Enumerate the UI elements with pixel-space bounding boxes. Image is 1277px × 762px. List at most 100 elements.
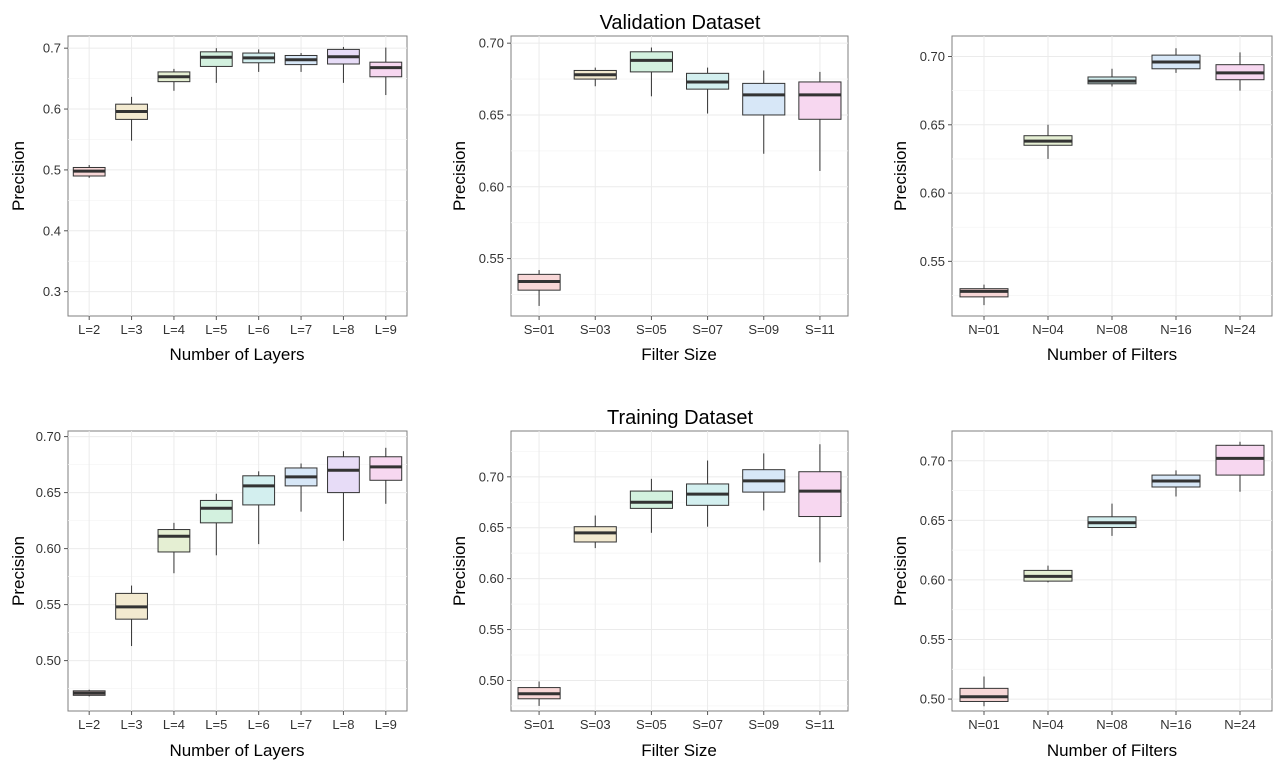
- y-tick-label: 0.65: [920, 513, 945, 528]
- x-tick-label: S=03: [580, 322, 611, 337]
- box-N=04: [1023, 124, 1073, 159]
- y-tick-label: 0.65: [479, 520, 504, 535]
- x-axis-label: Number of Filters: [1047, 741, 1177, 760]
- x-tick-label: N=24: [1224, 322, 1255, 337]
- x-tick-label: N=01: [968, 717, 999, 732]
- x-tick-label: L=7: [290, 717, 312, 732]
- box-S=11: [798, 444, 842, 563]
- box-N=08: [1087, 503, 1137, 536]
- box-iqr: [199, 499, 233, 524]
- x-tick-label: S=05: [636, 322, 667, 337]
- box-L=7: [284, 53, 318, 72]
- box-iqr: [742, 82, 786, 116]
- y-tick-label: 0.65: [920, 117, 945, 132]
- y-tick-label: 0.60: [920, 572, 945, 587]
- box-N=16: [1151, 470, 1201, 497]
- box-iqr: [798, 471, 842, 518]
- panel-frame: [67, 35, 408, 317]
- y-tick-label: 0.60: [479, 571, 504, 586]
- y-tick-label: 0.50: [920, 692, 945, 707]
- y-tick-label: 0.55: [36, 597, 61, 612]
- x-tick-label: S=09: [748, 717, 779, 732]
- box-iqr: [327, 456, 360, 494]
- y-tick-label: 0.55: [920, 632, 945, 647]
- x-tick-label: L=6: [248, 717, 270, 732]
- y-tick-label: 0.3: [43, 284, 61, 299]
- x-tick-label: N=24: [1224, 717, 1255, 732]
- y-tick-label: 0.70: [479, 469, 504, 484]
- y-tick-label: 0.5: [43, 162, 61, 177]
- y-tick-label: 0.65: [36, 485, 61, 500]
- box-iqr: [573, 526, 617, 543]
- box-L=5: [199, 48, 233, 83]
- y-tick-label: 0.50: [36, 653, 61, 668]
- x-tick-label: L=4: [163, 322, 185, 337]
- box-S=03: [573, 67, 617, 87]
- x-tick-label: S=07: [692, 322, 723, 337]
- y-tick-label: 0.60: [920, 186, 945, 201]
- y-tick-label: 0.7: [43, 41, 61, 56]
- panel-frame: [510, 35, 849, 317]
- box-iqr: [959, 687, 1009, 702]
- x-tick-label: L=2: [78, 322, 100, 337]
- x-tick-label: S=03: [580, 717, 611, 732]
- x-tick-label: N=04: [1032, 322, 1063, 337]
- box-iqr: [629, 490, 673, 509]
- y-axis-label: Precision: [891, 141, 910, 211]
- x-tick-label: N=16: [1160, 717, 1191, 732]
- y-axis-label: Precision: [9, 141, 28, 211]
- x-tick-label: L=7: [290, 322, 312, 337]
- box-iqr: [369, 61, 403, 78]
- y-tick-label: 0.65: [479, 107, 504, 122]
- x-tick-label: L=5: [205, 717, 227, 732]
- box-N=24: [1215, 52, 1265, 91]
- y-tick-label: 0.6: [43, 102, 61, 117]
- box-L=8: [327, 46, 360, 83]
- x-axis-label: Number of Filters: [1047, 345, 1177, 364]
- box-L=2: [72, 689, 106, 697]
- y-tick-label: 0.70: [920, 453, 945, 468]
- y-axis-label: Precision: [450, 141, 469, 211]
- y-tick-label: 0.55: [479, 251, 504, 266]
- box-N=04: [1023, 565, 1073, 583]
- box-L=8: [327, 451, 360, 541]
- y-tick-label: 0.60: [479, 179, 504, 194]
- box-N=08: [1087, 68, 1137, 87]
- box-N=01: [959, 284, 1009, 306]
- x-tick-label: S=11: [805, 322, 835, 337]
- panel-training-layers: 0.50 0.55 0.60 0.65 0.70 L=2 L=3 L=4 L=5 L=6 L=7 L=…: [9, 429, 408, 760]
- box-L=3: [115, 96, 148, 141]
- box-S=09: [742, 453, 786, 511]
- box-N=16: [1151, 48, 1201, 73]
- section-title-validation: Validation Dataset: [600, 12, 761, 34]
- y-tick-label: 0.55: [920, 254, 945, 269]
- x-tick-label: N=08: [1096, 717, 1127, 732]
- panel-validation-filter-size: 0.55 0.60 0.65 0.70 S=01 S=03 S=05 S=07 S=09 S=11…: [450, 35, 849, 364]
- box-L=6: [242, 471, 276, 545]
- box-S=11: [798, 71, 842, 171]
- y-axis-label: Precision: [450, 536, 469, 606]
- box-L=5: [199, 493, 233, 556]
- y-axis-label: Precision: [891, 536, 910, 606]
- y-tick-label: 0.70: [36, 429, 61, 444]
- x-tick-label: N=01: [968, 322, 999, 337]
- x-tick-label: N=04: [1032, 717, 1063, 732]
- y-tick-label: 0.55: [479, 622, 504, 637]
- panel-validation-layers: 0.30.40.50.60.7L=2 L=3 L=4 L=5 L=6 L=7 L=8 L=9 …: [9, 35, 408, 364]
- section-title-training: Training Dataset: [607, 407, 753, 429]
- x-tick-label: N=08: [1096, 322, 1127, 337]
- box-iqr: [157, 529, 191, 553]
- y-tick-label: 0.50: [479, 673, 504, 688]
- x-tick-label: L=5: [205, 322, 227, 337]
- box-S=01: [517, 270, 561, 306]
- y-axis-label: Precision: [9, 536, 28, 606]
- x-tick-label: L=4: [163, 717, 185, 732]
- x-tick-label: L=9: [375, 717, 397, 732]
- box-N=01: [959, 676, 1009, 707]
- x-axis-label: Filter Size: [641, 345, 717, 364]
- x-tick-label: L=6: [248, 322, 270, 337]
- x-tick-label: L=9: [375, 322, 397, 337]
- box-S=01: [517, 681, 561, 706]
- box-S=05: [629, 478, 673, 533]
